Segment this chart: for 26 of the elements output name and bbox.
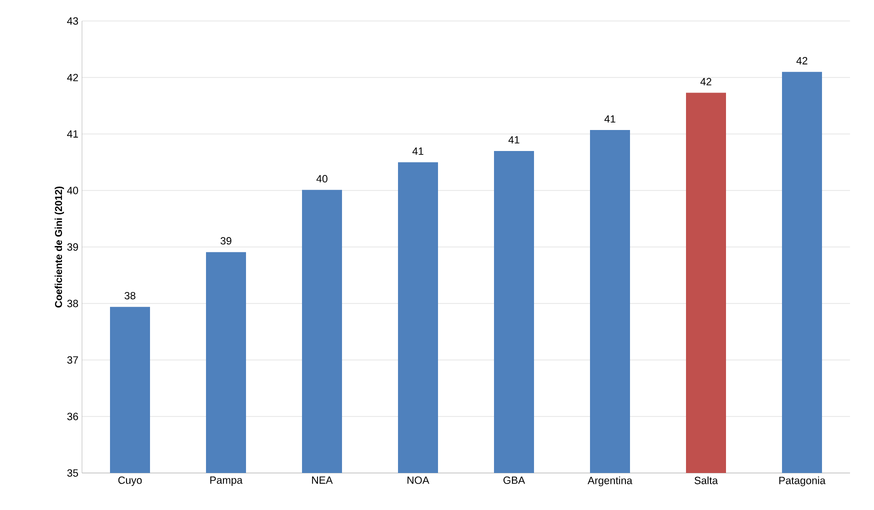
y-tick-label: 40 xyxy=(67,186,78,194)
y-tick-label: 39 xyxy=(67,243,78,251)
data-label: 38 xyxy=(124,292,136,300)
y-axis-title: Coeficiente de Gini (2012) xyxy=(54,186,64,308)
data-label: 42 xyxy=(796,57,808,64)
y-tick-label: 42 xyxy=(67,74,78,82)
x-tick-label: GBA xyxy=(503,476,526,484)
y-tick-label: 41 xyxy=(67,130,78,138)
y-tick-label: 38 xyxy=(67,300,78,308)
data-label: 41 xyxy=(412,148,424,155)
x-tick-label: Salta xyxy=(694,476,718,484)
data-label: 39 xyxy=(220,237,232,245)
y-tick-label: 35 xyxy=(67,469,78,477)
y-tick-label: 37 xyxy=(67,356,78,364)
x-tick-label: Cuyo xyxy=(118,476,142,486)
y-tick-label: 36 xyxy=(67,412,78,420)
y-tick-label: 43 xyxy=(67,17,78,25)
data-label: 41 xyxy=(604,115,616,123)
x-tick-label: NOA xyxy=(408,476,430,484)
data-label: 40 xyxy=(316,175,328,182)
data-label: 41 xyxy=(508,136,520,144)
x-tick-label: Patagonia xyxy=(779,476,826,486)
data-label: 42 xyxy=(700,78,712,86)
x-tick-label: NEA xyxy=(312,476,333,484)
x-tick-label: Pampa xyxy=(210,476,243,486)
x-tick-label: Argentina xyxy=(588,476,632,486)
